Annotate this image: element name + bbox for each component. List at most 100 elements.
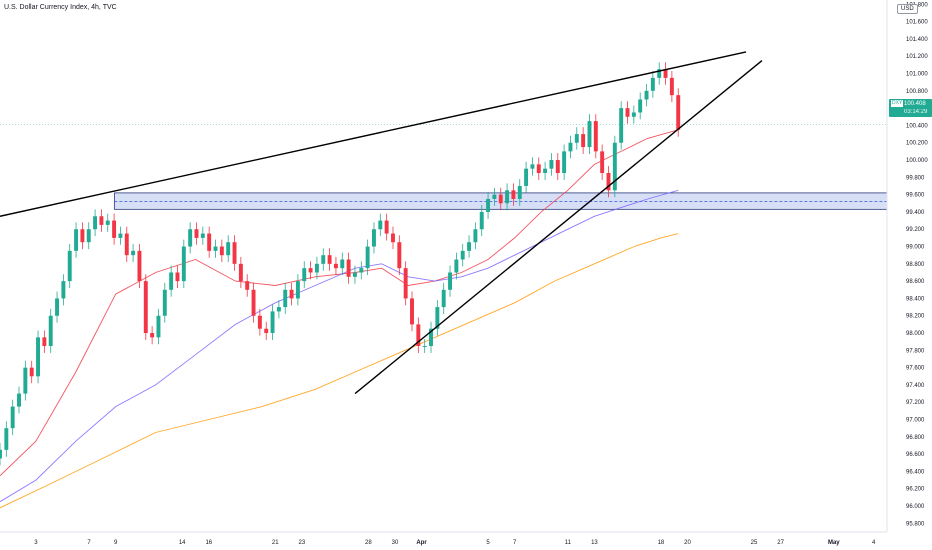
- candle-body: [574, 134, 579, 143]
- candle-body: [568, 142, 573, 152]
- candle-body: [410, 298, 414, 325]
- candle-body: [143, 281, 148, 334]
- time-tick-label: 23: [299, 540, 306, 546]
- price-tick-label: 101.600: [906, 20, 928, 26]
- candle-body: [422, 346, 427, 348]
- candle-body: [0, 449, 2, 459]
- symbol-title[interactable]: U.S. Dollar Currency Index, 4h, TVC: [4, 4, 117, 11]
- candle-body: [429, 328, 433, 347]
- candle-body: [593, 121, 598, 152]
- candle-body: [29, 367, 34, 377]
- time-tick-label: 28: [365, 540, 372, 546]
- candle-body: [511, 190, 516, 199]
- trendline: [0, 51, 747, 217]
- candle-body: [105, 220, 110, 225]
- candle-body: [23, 367, 28, 394]
- candle-body: [663, 69, 668, 78]
- moving-averages-layer: [0, 129, 679, 509]
- candle-body: [631, 112, 636, 117]
- candle-body: [4, 428, 9, 450]
- time-tick-label: 5: [486, 540, 490, 546]
- candle-body: [473, 229, 478, 243]
- last-price-badge: DXY 100.408 03:14:29: [889, 99, 932, 117]
- candle-body: [80, 229, 85, 243]
- time-tick-label: Apr: [416, 540, 427, 546]
- candle-body: [657, 69, 662, 78]
- price-tick-label: 98.400: [906, 296, 925, 302]
- price-tick-label: 101.400: [906, 37, 928, 43]
- price-tick-label: 101.200: [906, 54, 928, 60]
- price-tick-label: 98.800: [906, 262, 925, 268]
- candle-body: [498, 194, 503, 204]
- candle-body: [232, 242, 237, 264]
- candle-body: [454, 259, 459, 273]
- price-tick-label: 96.200: [906, 487, 925, 493]
- candle-body: [555, 160, 560, 174]
- candle-body: [346, 259, 351, 277]
- support-zone-layer: [0, 124, 888, 210]
- price-tick-label: 97.800: [906, 348, 925, 354]
- candle-body: [543, 168, 548, 174]
- candle-body: [270, 311, 275, 334]
- candle-body: [391, 233, 395, 243]
- candle-body: [276, 307, 281, 312]
- moving-average-ma_mid: [0, 189, 679, 503]
- candle-body: [517, 185, 522, 199]
- candle-body: [74, 229, 79, 251]
- currency-selector[interactable]: USD: [897, 4, 918, 14]
- candle-body: [676, 95, 681, 130]
- price-badge-symbol: DXY: [891, 100, 904, 107]
- candle-body: [581, 134, 586, 148]
- candle-body: [486, 198, 491, 212]
- candle-body: [644, 90, 649, 100]
- trendline: [354, 60, 763, 395]
- candle-body: [562, 151, 567, 174]
- price-tick-label: 97.000: [906, 418, 925, 424]
- candle-body: [42, 337, 47, 347]
- candle-body: [441, 289, 446, 308]
- price-tick-label: 97.400: [906, 383, 925, 389]
- candle-body: [156, 315, 161, 338]
- moving-average-ma_slow: [0, 233, 679, 509]
- candle-body: [549, 160, 554, 169]
- price-tick-label: 100.200: [906, 141, 928, 147]
- candle-body: [327, 255, 332, 264]
- candle-body: [612, 142, 617, 191]
- candle-body: [372, 229, 376, 247]
- candle-body: [55, 298, 60, 316]
- time-tick-label: 7: [513, 540, 517, 546]
- candle-body: [188, 229, 193, 247]
- candle-body: [194, 229, 199, 238]
- time-axis[interactable]: ar379141621232830Apr57111318202527May4: [0, 540, 876, 546]
- candle-body: [600, 151, 605, 174]
- candle-body: [10, 406, 15, 429]
- price-tick-label: 99.200: [906, 227, 925, 233]
- candle-body: [384, 220, 389, 234]
- candles-layer: [0, 62, 681, 466]
- candle-body: [112, 220, 117, 238]
- price-badge-countdown: 03:14:29: [904, 109, 928, 115]
- candle-body: [505, 190, 510, 204]
- candle-body: [99, 216, 104, 225]
- price-tick-label: 97.600: [906, 366, 925, 372]
- candle-body: [200, 233, 205, 238]
- candle-body: [207, 233, 212, 251]
- price-tick-label: 99.600: [906, 193, 925, 199]
- candle-body: [264, 328, 269, 334]
- time-tick-label: 21: [272, 540, 279, 546]
- candle-body: [403, 268, 408, 299]
- candle-body: [162, 289, 167, 316]
- moving-average-ma_fast: [0, 129, 679, 477]
- candle-body: [175, 272, 180, 282]
- time-tick-label: 14: [179, 540, 186, 546]
- price-tick-label: 99.400: [906, 210, 925, 216]
- price-axis[interactable]: 95.800 96.000 96.200 96.400 96.600 96.800 97.0…: [906, 2, 928, 527]
- price-tick-label: 98.000: [906, 331, 925, 337]
- candle-body: [492, 194, 497, 199]
- candle-body: [416, 324, 421, 347]
- time-tick-label: 20: [684, 540, 691, 546]
- candle-body: [625, 108, 630, 117]
- time-tick-label: 16: [205, 540, 212, 546]
- candle-body: [314, 263, 319, 273]
